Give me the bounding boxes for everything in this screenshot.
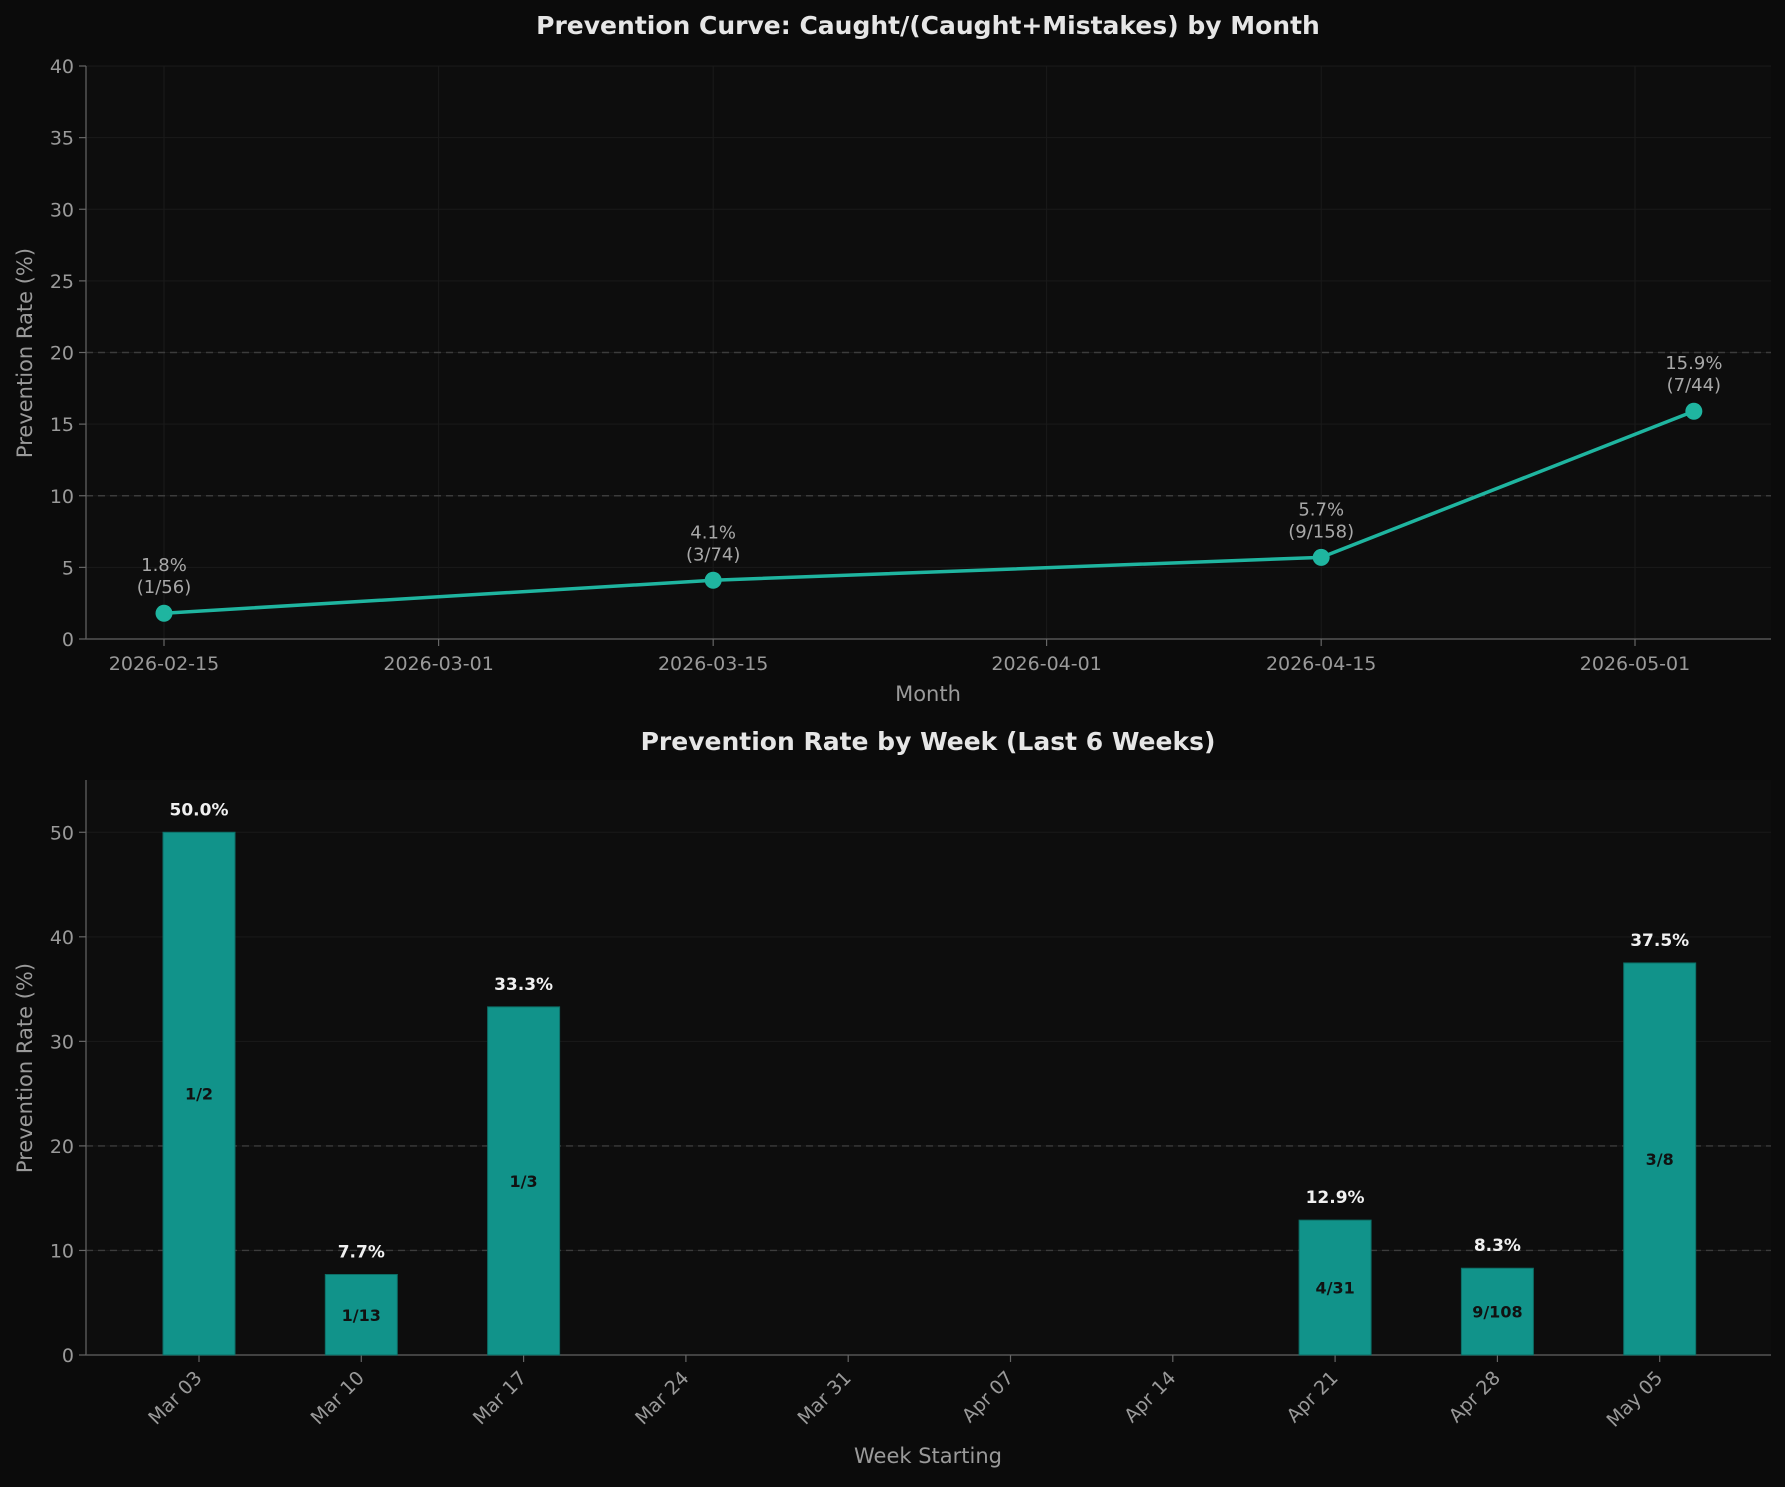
line-point-value-label: 4.1% (690, 522, 736, 543)
line-point-count-label: (9/158) (1288, 521, 1354, 542)
bar-y-tick-label: 10 (50, 1240, 74, 1262)
line-marks: 1.8%(1/56) 4.1%(3/74) 5.7%(9/158) 15.9%(7/4… (137, 353, 1722, 622)
bar (1623, 962, 1697, 1356)
bar-count-label: 1/2 (185, 1085, 213, 1104)
line-point-value-label: 15.9% (1665, 353, 1722, 374)
line-point-value-label: 1.8% (141, 555, 187, 576)
line-x-tick-label: 2026-02-15 (109, 653, 219, 675)
bar-value-label: 8.3% (1474, 1236, 1521, 1256)
bar-value-label: 33.3% (494, 975, 553, 995)
bar-y-tick-label: 40 (50, 927, 74, 949)
bar (324, 1274, 398, 1356)
bar-value-label: 7.7% (338, 1243, 385, 1263)
line-x-tick-label: 2026-04-15 (1266, 653, 1376, 675)
bar-count-label: 4/31 (1315, 1279, 1354, 1298)
bar (1460, 1267, 1534, 1356)
line-ticks: 0 5 10 15 20 25 30 35 40 2026-02-15 2026-03-01 2026… (50, 56, 1690, 675)
line-point-value-label: 5.7% (1298, 499, 1344, 520)
bar-value-label: 12.9% (1306, 1188, 1365, 1208)
line-point (155, 604, 173, 622)
line-y-tick-label: 5 (62, 557, 74, 579)
line-y-tick-label: 25 (50, 271, 74, 293)
bar-marks: 50.0% 1/2 7.7% 1/13 33.3% 1/3 12.9% 4/31 8.3% 9/1… (162, 800, 1697, 1356)
line-point (704, 571, 722, 589)
bar-count-label: 9/108 (1472, 1303, 1522, 1322)
bar-count-label: 1/3 (510, 1172, 538, 1191)
bar-chart-title: Prevention Rate by Week (Last 6 Weeks) (641, 727, 1216, 756)
line-grid (86, 65, 1771, 640)
bar (162, 831, 236, 1356)
line-chart: Prevention Curve: Caught/(Caught+Mistake… (13, 11, 1771, 706)
line-x-tick-label: 2026-04-01 (991, 653, 1101, 675)
bar-value-label: 50.0% (170, 800, 229, 820)
bar-y-tick-label: 20 (50, 1136, 74, 1158)
bar-x-axis-label: Week Starting (854, 1444, 1002, 1468)
line-y-tick-label: 20 (50, 343, 74, 365)
line-point (1312, 548, 1330, 566)
line-series (163, 409, 1695, 615)
line-point-count-label: (1/56) (137, 577, 191, 598)
line-point (1685, 402, 1703, 420)
bar-y-tick-label: 50 (50, 822, 74, 844)
bar (487, 1006, 561, 1356)
line-y-tick-label: 40 (50, 56, 74, 78)
bar (1298, 1219, 1372, 1356)
line-y-tick-label: 15 (50, 414, 74, 436)
line-y-tick-label: 10 (50, 486, 74, 508)
line-point-count-label: (3/74) (686, 544, 740, 565)
bar-y-tick-label: 0 (62, 1345, 74, 1367)
bar-count-label: 3/8 (1646, 1150, 1674, 1169)
line-y-tick-label: 0 (62, 629, 74, 651)
line-point-count-label: (7/44) (1667, 375, 1721, 396)
bar-chart: Prevention Rate by Week (Last 6 Weeks) W… (13, 727, 1771, 1468)
bar-y-tick-label: 30 (50, 1031, 74, 1053)
line-y-tick-label: 30 (50, 199, 74, 221)
bar-plot-area (86, 780, 1771, 1355)
line-x-axis-label: Month (895, 682, 961, 706)
line-x-tick-label: 2026-05-01 (1580, 653, 1690, 675)
line-x-tick-label: 2026-03-15 (658, 653, 768, 675)
line-y-tick-label: 35 (50, 128, 74, 150)
line-chart-title: Prevention Curve: Caught/(Caught+Mistake… (536, 11, 1320, 40)
bar-y-axis-label: Prevention Rate (%) (13, 963, 37, 1173)
bar-count-label: 1/13 (342, 1306, 381, 1325)
bar-value-label: 37.5% (1630, 931, 1689, 951)
line-x-tick-label: 2026-03-01 (383, 653, 493, 675)
line-y-axis-label: Prevention Rate (%) (13, 248, 37, 458)
